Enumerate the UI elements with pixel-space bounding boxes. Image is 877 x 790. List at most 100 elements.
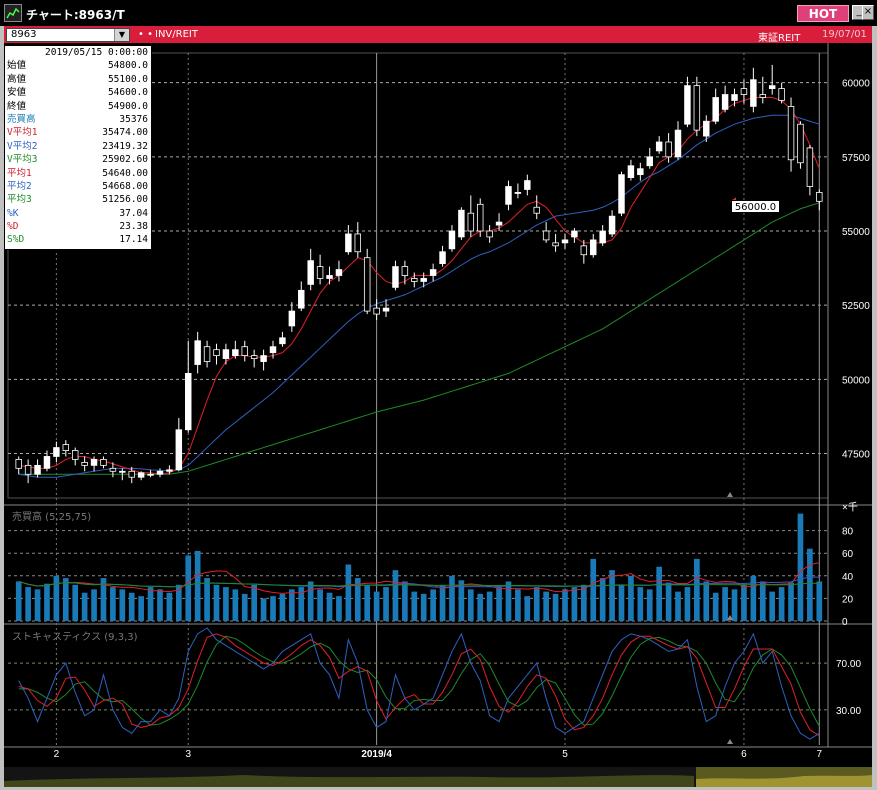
info-row-label: V平均2 [7, 140, 38, 152]
panel-resize-icon [727, 492, 733, 497]
volume-bar [326, 592, 333, 621]
info-row-label: 終値 [7, 100, 27, 112]
candle-body [307, 260, 314, 285]
volume-bar [515, 589, 521, 621]
price-axis-label: 55000 [842, 227, 870, 238]
stoch-axis-label: 70.00 [836, 659, 861, 670]
candle-body [778, 88, 785, 101]
stoch-sd-line [18, 635, 820, 727]
symbol-input-value: 8963 [11, 29, 37, 40]
candle-body [731, 94, 738, 101]
candle-body [34, 464, 41, 475]
symbol-input[interactable]: 8963 ▼ [6, 28, 130, 42]
volume-bar [289, 589, 295, 621]
candle-body [269, 346, 277, 354]
info-date: 2019/05/15 0:00:00 [45, 47, 148, 58]
candle-body [128, 470, 135, 478]
candle-body [373, 307, 380, 315]
candle-body [81, 461, 88, 466]
stoch-axis-label: 30.00 [836, 706, 861, 717]
volume-bar [383, 587, 389, 621]
volume-unit-label: ×千 [842, 501, 858, 513]
volume-bar [420, 593, 427, 621]
x-axis-label: 7 [817, 749, 823, 760]
hot-button[interactable]: HOT [797, 5, 849, 22]
info-row-value: 35474.00 [102, 127, 148, 139]
ma-mid-line [18, 114, 820, 478]
info-row: V平均2 23419.32 [5, 140, 151, 153]
info-row-value: 54640.00 [102, 167, 148, 179]
candle-body [542, 230, 550, 241]
volume-bar [157, 589, 163, 621]
candle-body [665, 141, 672, 158]
info-row-label: S%D [7, 234, 25, 246]
info-row-value: 55100.0 [107, 73, 148, 85]
candle-body [750, 79, 757, 107]
volume-bar [336, 596, 342, 621]
info-row: %K 37.04 [5, 207, 151, 220]
info-row-value: 17.14 [119, 234, 148, 246]
price-axis-label: 47500 [842, 450, 870, 461]
candle-body [768, 85, 776, 90]
volume-bar [562, 589, 568, 621]
volume-bar [241, 593, 248, 621]
volume-bar [147, 587, 154, 621]
volume-bar [458, 580, 465, 621]
candle-body [646, 156, 653, 167]
volume-bar [345, 564, 352, 621]
candle-body [241, 346, 248, 357]
chevron-down-icon[interactable]: ▼ [114, 29, 129, 41]
navigator-svg[interactable] [4, 767, 872, 787]
volume-bar [722, 587, 728, 621]
candle-body [514, 192, 522, 194]
volume-bar [675, 591, 681, 621]
candle-body [222, 349, 230, 359]
volume-bar [354, 578, 361, 621]
volume-bar [496, 587, 502, 621]
candle-body [740, 88, 748, 95]
candle-body [119, 470, 126, 473]
close-button[interactable]: × [862, 5, 874, 20]
volume-bar [628, 575, 634, 621]
x-axis-label: 2 [54, 749, 60, 760]
candle-body [363, 257, 371, 312]
chart-area[interactable]: 60000 57500 55000 52500 50000 47500 2 3 2019/4 5 6… [4, 43, 872, 767]
volume-panel-label: 売買高 (5,25,75) [12, 510, 91, 523]
volume-bar [759, 581, 766, 621]
info-row-label: %D [7, 221, 19, 233]
ma-short-line [18, 97, 820, 475]
volume-bar [223, 587, 229, 621]
candle-body [590, 239, 597, 256]
candle-body [693, 85, 701, 131]
volume-bar [25, 587, 31, 621]
current-price-label: 56000.0 [731, 200, 780, 213]
navigator-bar[interactable] [4, 767, 872, 787]
candle-body [759, 94, 767, 98]
info-row-label: %K [7, 207, 19, 219]
volume-bar [402, 581, 408, 621]
candle-body [185, 372, 192, 431]
candle-body [495, 221, 503, 226]
info-row-value: 35376 [119, 113, 148, 125]
candle-body [561, 239, 569, 244]
candle-body [816, 192, 823, 202]
info-row: %D 23.38 [5, 220, 151, 233]
volume-bar [138, 596, 144, 621]
candle-body [345, 233, 352, 253]
info-row-value: 54800.0 [107, 60, 148, 72]
volume-bar [15, 581, 22, 621]
panel-resize-icon [727, 615, 733, 620]
candle-body [608, 215, 616, 235]
candle-body [420, 278, 427, 282]
volume-bar [656, 566, 662, 621]
volume-bar [411, 591, 418, 621]
candle-body [279, 337, 286, 345]
volume-bar [750, 575, 757, 621]
candle-body [335, 269, 343, 276]
volume-bar [524, 596, 531, 621]
volume-axis-label: 80 [842, 527, 854, 538]
candle-body [684, 85, 691, 125]
volume-bar [477, 593, 484, 621]
candle-body [250, 355, 258, 359]
